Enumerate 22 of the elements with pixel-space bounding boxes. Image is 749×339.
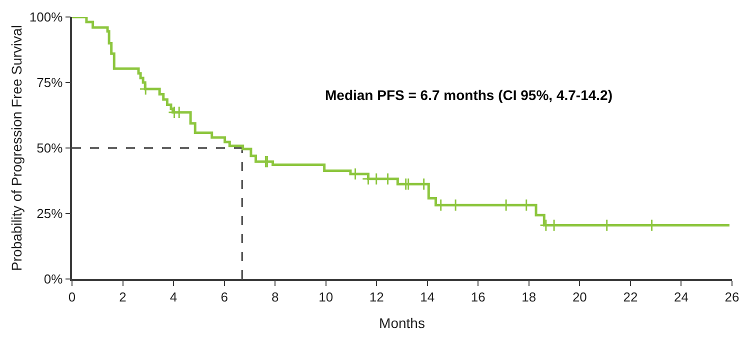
x-tick-label: 14 (420, 289, 435, 304)
x-tick-label: 8 (271, 289, 279, 304)
y-tick-label: 100% (29, 10, 64, 25)
x-tick-label: 18 (522, 289, 536, 304)
y-tick-label: 50% (36, 140, 64, 156)
x-tick-label: 24 (674, 289, 688, 304)
x-tick-label: 12 (369, 289, 384, 304)
x-tick-label: 0 (68, 289, 76, 304)
x-tick-label: 6 (220, 289, 228, 304)
x-tick-label: 20 (572, 289, 587, 304)
x-tick-label: 26 (724, 289, 740, 304)
y-axis-title: Probability of Progression Free Survival (8, 25, 24, 271)
x-tick-label: 2 (119, 289, 126, 304)
x-tick-label: 4 (170, 289, 178, 304)
x-tick-label: 10 (318, 289, 334, 304)
x-axis-title: Months (379, 315, 425, 332)
x-tick-label: 16 (470, 289, 486, 304)
y-tick-label: 75% (36, 75, 64, 90)
annotation: Median PFS = 6.7 months (CI 95%, 4.7-14.2) (325, 87, 612, 103)
y-tick-label: 25% (36, 206, 64, 222)
x-tick-label: 22 (623, 289, 638, 304)
y-tick-label: 0% (44, 272, 64, 287)
